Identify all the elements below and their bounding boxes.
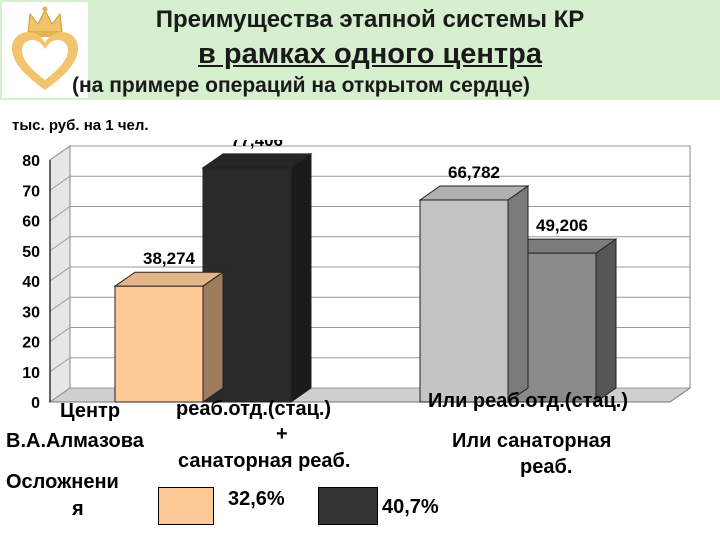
right-label-line2: Или санаторная (452, 430, 612, 452)
title-line-3: (на примере операций на открытом сердце) (72, 74, 530, 97)
center-label-line2: В.А.Алмазова (6, 430, 144, 452)
swatch-dark (318, 487, 378, 525)
bar-side (507, 185, 529, 403)
data-label: 77,406 (231, 140, 283, 150)
title-line-2: в рамках одного центра (198, 38, 542, 70)
percent-1: 32,6% (228, 488, 285, 510)
mid-label-line3: санаторная реаб. (178, 450, 351, 472)
y-tick-label: 80 (22, 153, 40, 170)
y-tick-label: 70 (22, 183, 40, 200)
mid-label-line1: реаб.отд.(стац.) (176, 398, 332, 420)
units-label: тыс. руб. на 1 чел. (12, 117, 149, 134)
bar-side (290, 152, 312, 403)
bar-side (202, 271, 224, 403)
mid-label-line2: + (276, 423, 288, 445)
complications-label-line1: Осложнени (6, 471, 119, 493)
crown-heart-logo-icon (12, 6, 78, 90)
y-tick-label: 20 (22, 335, 40, 352)
y-tick-label: 40 (22, 274, 40, 291)
percent-2: 40,7% (382, 496, 439, 518)
right-label-line3: реаб. (520, 456, 573, 478)
data-label: 66,782 (448, 163, 500, 182)
complications-label-line2: я (72, 498, 84, 520)
swatch-light (158, 487, 214, 525)
data-label: 49,206 (536, 216, 588, 235)
y-tick-label: 50 (22, 244, 40, 261)
gridline (49, 145, 690, 161)
y-tick-label: 60 (22, 214, 40, 231)
gridline (49, 175, 690, 191)
y-tick-label: 30 (22, 304, 40, 321)
right-label-line1: Или реаб.отд.(стац.) (428, 390, 629, 412)
y-tick-label: 0 (31, 395, 40, 410)
center-label-line1: Центр (60, 400, 121, 422)
bar (114, 285, 204, 403)
title-line-1: Преимущества этапной системы КР (155, 6, 585, 33)
data-label: 38,274 (143, 249, 196, 268)
bar-side (595, 238, 617, 403)
logo (2, 2, 88, 98)
title-banner: Преимущества этапной системы КР в рамках… (0, 0, 720, 100)
y-tick-label: 10 (22, 365, 40, 382)
bar-chart: 0 10 20 30 40 50 60 70 80 77,406 38,274 49,206 66,78… (22, 140, 692, 410)
bar (419, 199, 509, 403)
